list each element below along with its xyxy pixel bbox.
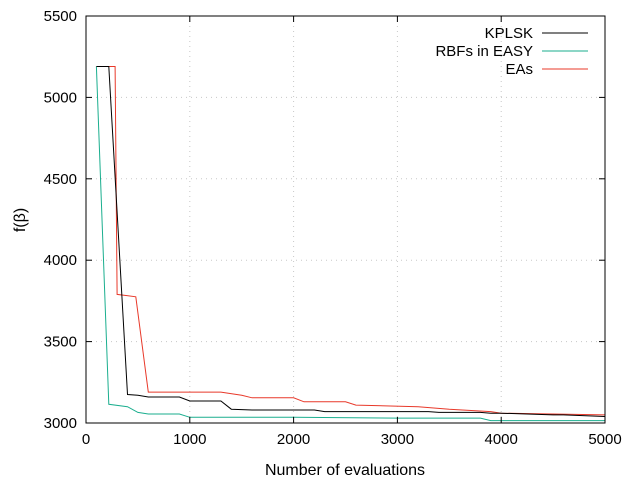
x-tick-label: 0 [82,431,90,448]
y-tick-label: 5000 [44,89,77,106]
series-line-eas [106,66,606,416]
x-tick-label: 5000 [588,431,621,448]
legend-label: EAs [505,61,533,78]
axis-ticks: 0 1000 2000 3000 4000 5000 3000 3500 4000 4500 500… [44,8,622,448]
series-line-kplsk [96,66,606,417]
x-tick-label: 3000 [381,431,414,448]
legend-label: RBFs in EASY [435,43,533,60]
y-tick-label: 3500 [44,334,77,351]
y-axis-label: f(β) [12,208,29,232]
plot-frame [85,15,606,424]
x-axis-label: Number of evaluations [265,462,425,479]
series-lines [95,66,606,422]
legend-label: KPLSK [485,25,533,42]
y-tick-label: 5500 [44,8,77,25]
x-tick-label: 2000 [277,431,310,448]
series-line-rbfs-in-easy [95,66,605,422]
y-tick-label: 3000 [44,415,77,432]
x-tick-label: 1000 [173,431,206,448]
x-tick-label: 4000 [485,431,518,448]
y-tick-label: 4500 [44,171,77,188]
y-tick-label: 4000 [44,252,77,269]
